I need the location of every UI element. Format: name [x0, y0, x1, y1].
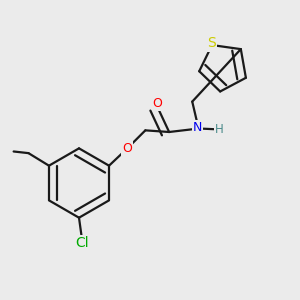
Text: O: O	[122, 142, 132, 155]
Text: H: H	[215, 123, 224, 136]
Text: N: N	[193, 121, 202, 134]
Text: S: S	[208, 36, 216, 50]
Text: Cl: Cl	[76, 236, 89, 250]
Text: O: O	[153, 97, 163, 110]
